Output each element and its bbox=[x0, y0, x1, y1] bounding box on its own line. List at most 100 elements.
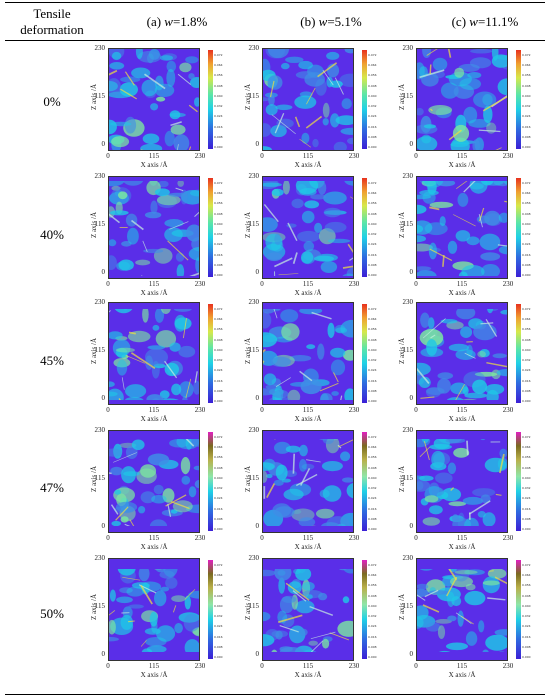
colorbar-tick-label: 0.032 bbox=[368, 614, 377, 619]
x-tick-label: 230 bbox=[194, 662, 206, 670]
colorbar-ticks: 0.072 0.064 0.056 0.048 0.040 0.032 0.024 0.016… bbox=[522, 432, 538, 531]
colorbar-tick-label: 0.016 bbox=[368, 634, 377, 639]
y-tick-label: 230 bbox=[94, 298, 106, 306]
colorbar-tick-label: 0.008 bbox=[368, 262, 377, 267]
colorbar-tick-label: 0.000 bbox=[214, 399, 223, 403]
x-tick-label: 115 bbox=[302, 152, 314, 160]
x-tick-label: 115 bbox=[148, 534, 160, 542]
y-axis-label: Z axis /Å bbox=[398, 465, 406, 493]
y-tick-label: 230 bbox=[248, 172, 260, 180]
x-axis-label: X axis /Å bbox=[448, 289, 476, 297]
bottom-rule bbox=[5, 694, 545, 695]
colorbar bbox=[208, 560, 213, 659]
x-tick-label: 230 bbox=[348, 406, 360, 414]
y-tick-label: 0 bbox=[255, 268, 260, 276]
row-label-3: 47% bbox=[40, 480, 64, 495]
density-map bbox=[108, 430, 200, 533]
density-map bbox=[262, 48, 354, 151]
y-axis-label: Z axis /Å bbox=[398, 337, 406, 365]
colorbar-tick-label: 0.032 bbox=[368, 232, 377, 237]
y-tick-label: 0 bbox=[255, 394, 260, 402]
density-map-panel: 230 115 0 Z axis /Å 0 115 230 X axis /Å 0.072 0.0… bbox=[88, 44, 238, 173]
x-axis-label: X axis /Å bbox=[294, 415, 322, 423]
colorbar-tick-label: 0.072 bbox=[214, 181, 223, 185]
colorbar-tick-label: 0.064 bbox=[214, 317, 223, 322]
colorbar-tick-label: 0.064 bbox=[368, 63, 377, 68]
x-tick-label: 0 bbox=[106, 534, 110, 542]
colorbar-tick-label: 0.048 bbox=[368, 593, 377, 598]
y-axis-label: Z axis /Å bbox=[244, 83, 252, 111]
colorbar-tick-label: 0.000 bbox=[214, 527, 223, 531]
y-tick-label: 0 bbox=[101, 394, 106, 402]
colorbar-ticks: 0.072 0.064 0.056 0.048 0.040 0.032 0.024 0.016… bbox=[368, 432, 384, 531]
colorbar bbox=[208, 50, 213, 149]
x-tick-label: 115 bbox=[148, 280, 160, 288]
colorbar-tick-label: 0.040 bbox=[522, 347, 531, 352]
colorbar bbox=[362, 560, 367, 659]
y-axis-label: Z axis /Å bbox=[90, 593, 98, 621]
colorbar-tick-label: 0.016 bbox=[522, 252, 531, 257]
density-map-panel: 230 115 0 Z axis /Å 0 115 230 X axis /Å 0.072 0.0… bbox=[242, 426, 392, 555]
colorbar-tick-label: 0.072 bbox=[368, 307, 377, 311]
colorbar-tick-label: 0.032 bbox=[214, 486, 223, 491]
y-axis-label: Z axis /Å bbox=[244, 211, 252, 239]
colorbar bbox=[516, 178, 521, 277]
colorbar bbox=[516, 304, 521, 403]
colorbar-tick-label: 0.072 bbox=[522, 181, 531, 185]
colorbar-tick-label: 0.064 bbox=[214, 445, 223, 450]
x-tick-label: 230 bbox=[194, 152, 206, 160]
y-tick-label: 115 bbox=[94, 346, 105, 354]
x-tick-label: 115 bbox=[456, 406, 468, 414]
colorbar-tick-label: 0.000 bbox=[214, 145, 223, 149]
colorbar-tick-label: 0.024 bbox=[368, 624, 377, 629]
colorbar-tick-label: 0.064 bbox=[368, 445, 377, 450]
x-axis-label: X axis /Å bbox=[448, 161, 476, 169]
colorbar-ticks: 0.072 0.064 0.056 0.048 0.040 0.032 0.024 0.016… bbox=[214, 304, 230, 403]
x-tick-label: 0 bbox=[260, 152, 264, 160]
x-tick-label: 115 bbox=[456, 280, 468, 288]
colorbar-tick-label: 0.040 bbox=[214, 221, 223, 226]
colorbar-tick-label: 0.064 bbox=[368, 573, 377, 578]
colorbar-tick-label: 0.016 bbox=[522, 124, 531, 129]
colorbar-tick-label: 0.056 bbox=[522, 583, 531, 588]
x-tick-label: 230 bbox=[502, 534, 514, 542]
colorbar-tick-label: 0.064 bbox=[522, 191, 531, 196]
colorbar-tick-label: 0.008 bbox=[368, 388, 377, 393]
colorbar-tick-label: 0.008 bbox=[522, 644, 531, 649]
colorbar-tick-label: 0.040 bbox=[522, 221, 531, 226]
y-tick-label: 0 bbox=[101, 522, 106, 530]
colorbar-tick-label: 0.040 bbox=[368, 475, 377, 480]
y-tick-label: 230 bbox=[94, 554, 106, 562]
x-tick-label: 115 bbox=[148, 662, 160, 670]
colorbar-tick-label: 0.024 bbox=[522, 114, 531, 119]
colorbar-tick-label: 0.056 bbox=[214, 73, 223, 78]
row-label-0: 0% bbox=[43, 94, 61, 109]
colorbar-tick-label: 0.064 bbox=[368, 317, 377, 322]
y-tick-label: 0 bbox=[409, 268, 414, 276]
colorbar-tick-label: 0.000 bbox=[522, 399, 531, 403]
density-map-panel: 230 115 0 Z axis /Å 0 115 230 X axis /Å 0.072 0.0… bbox=[88, 426, 238, 555]
colorbar-ticks: 0.072 0.064 0.056 0.048 0.040 0.032 0.024 0.016… bbox=[214, 432, 230, 531]
y-tick-label: 115 bbox=[94, 92, 105, 100]
y-tick-label: 230 bbox=[248, 426, 260, 434]
colorbar-tick-label: 0.048 bbox=[368, 465, 377, 470]
header-line2: deformation bbox=[20, 22, 84, 37]
y-tick-label: 230 bbox=[402, 44, 414, 52]
density-map bbox=[416, 302, 508, 405]
y-tick-label: 0 bbox=[101, 650, 106, 658]
colorbar-tick-label: 0.032 bbox=[214, 358, 223, 363]
x-tick-label: 0 bbox=[414, 152, 418, 160]
y-axis-label: Z axis /Å bbox=[244, 593, 252, 621]
colorbar-tick-label: 0.032 bbox=[214, 614, 223, 619]
y-tick-label: 230 bbox=[94, 44, 106, 52]
colorbar-tick-label: 0.016 bbox=[214, 124, 223, 129]
colorbar-tick-label: 0.016 bbox=[214, 378, 223, 383]
density-map bbox=[262, 558, 354, 661]
row-label-2: 45% bbox=[40, 353, 64, 368]
x-axis-label: X axis /Å bbox=[140, 671, 168, 679]
density-map bbox=[262, 302, 354, 405]
y-tick-label: 0 bbox=[255, 650, 260, 658]
colorbar-tick-label: 0.008 bbox=[368, 134, 377, 139]
colorbar-tick-label: 0.056 bbox=[522, 455, 531, 460]
colorbar-tick-label: 0.056 bbox=[214, 201, 223, 206]
